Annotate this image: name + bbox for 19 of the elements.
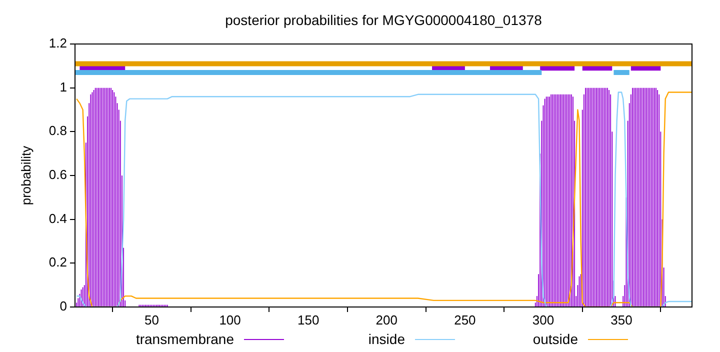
legend-label: inside [368, 331, 405, 347]
y-tick-label: 0.6 [48, 167, 67, 182]
x-tick-label: 300 [532, 312, 554, 328]
y-tick-label: 0.2 [48, 254, 67, 270]
y-tick-label: 1 [60, 79, 67, 94]
y-tick-label: 0.4 [48, 210, 67, 226]
x-tick-label: 100 [219, 312, 241, 328]
y-tick-label: 1.2 [48, 36, 67, 51]
legend-label: outside [532, 331, 578, 347]
x-tick-label: 200 [376, 312, 398, 328]
x-tick-label: 250 [454, 312, 476, 328]
y-tick-label: 0 [60, 298, 67, 314]
x-tick-label: 350 [610, 312, 632, 328]
y-axis-title: probability [18, 145, 34, 206]
x-tick-label: 50 [144, 312, 159, 328]
x-tick-label: 150 [297, 312, 320, 328]
y-tick-label: 0.8 [48, 123, 67, 138]
legend-label: transmembrane [136, 331, 234, 347]
chart-title: posterior probabilities for MGYG000004180_01378 [224, 12, 543, 28]
